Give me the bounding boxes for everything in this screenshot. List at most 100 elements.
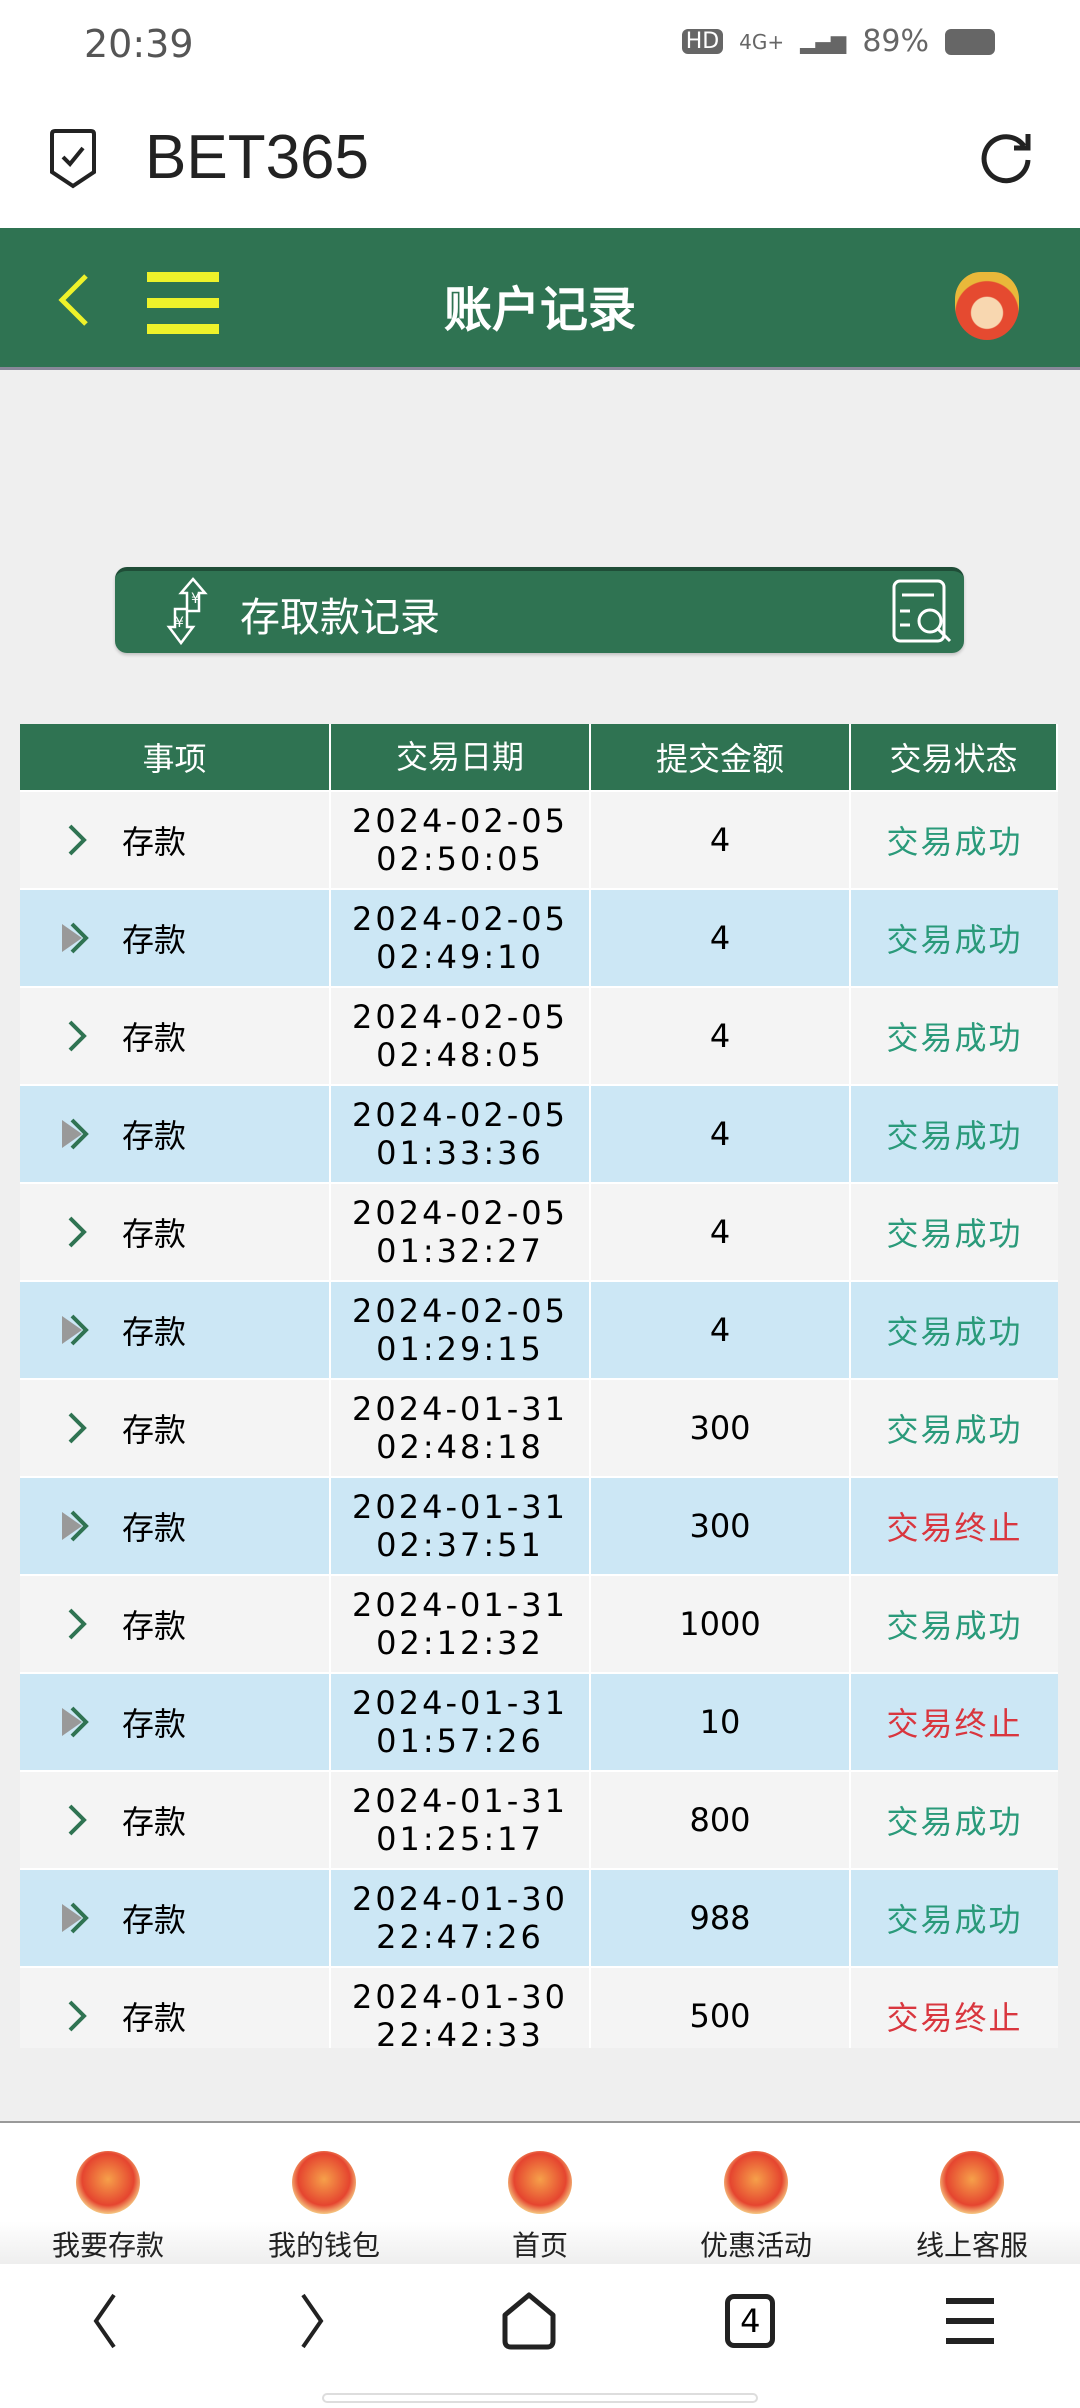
expand-chevron-icon[interactable]: [60, 820, 90, 860]
table-row[interactable]: 存款 2024-02-05 01:32:27 4 交易成功: [20, 1182, 1058, 1280]
gesture-bar[interactable]: [322, 2393, 758, 2403]
expand-chevron-icon[interactable]: [60, 1016, 90, 1056]
item-type: 存款: [122, 1901, 187, 1939]
date: 2024-01-31: [352, 1684, 568, 1722]
bottom-nav: 我要存款 我的钱包 首页 优惠活动 线上客服: [0, 2121, 1080, 2264]
date: 2024-01-31: [352, 1586, 568, 1624]
date-cell: 2024-01-31 01:57:26: [331, 1674, 591, 1770]
bottom-nav-label: 线上客服: [915, 2229, 1028, 2262]
date-cell: 2024-02-05 02:50:05: [331, 792, 591, 888]
time: 01:32:27: [376, 1232, 544, 1270]
date-cell: 2024-02-05 02:49:10: [331, 890, 591, 986]
table-row[interactable]: 存款 2024-02-05 01:29:15 4 交易成功: [20, 1280, 1058, 1378]
time: 02:37:51: [376, 1526, 544, 1564]
back-icon[interactable]: [56, 272, 92, 328]
status-badge: 交易终止: [886, 1705, 1023, 1743]
item-type: 存款: [122, 1999, 187, 2037]
amount-cell: 4: [591, 988, 851, 1084]
amount-cell: 300: [591, 1380, 851, 1476]
status-bar: 20:39 HD 4G+ ▂▄▆ 89%: [0, 0, 1080, 90]
table-row[interactable]: 存款 2024-02-05 01:33:36 4 交易成功: [20, 1084, 1058, 1182]
date: 2024-01-31: [352, 1390, 568, 1428]
status-badge: 交易成功: [886, 1607, 1023, 1645]
expand-chevron-icon[interactable]: [60, 918, 90, 958]
table-row[interactable]: 存款 2024-02-05 02:49:10 4 交易成功: [20, 888, 1058, 986]
bottom-nav-item[interactable]: 我的钱包: [216, 2123, 432, 2264]
date-cell: 2024-01-30 22:47:26: [331, 1870, 591, 1966]
time: 01:57:26: [376, 1722, 544, 1760]
item-cell: 存款: [20, 1870, 331, 1966]
dragon-icon: [940, 2151, 1004, 2214]
expand-chevron-icon[interactable]: [60, 1800, 90, 1840]
dragon-icon: [292, 2151, 356, 2214]
date-cell: 2024-01-30 22:42:33: [331, 1968, 591, 2048]
bottom-nav-item[interactable]: 线上客服: [864, 2123, 1080, 2264]
expand-chevron-icon[interactable]: [60, 1996, 90, 2036]
item-type: 存款: [122, 1803, 187, 1841]
date-cell: 2024-01-31 02:12:32: [331, 1576, 591, 1672]
refresh-icon[interactable]: [978, 128, 1034, 184]
deposit-withdraw-records-button[interactable]: ¥ ¥ 存取款记录: [115, 567, 964, 653]
expand-chevron-icon[interactable]: [60, 1310, 90, 1350]
item-cell: 存款: [20, 988, 331, 1084]
expand-chevron-icon[interactable]: [60, 1604, 90, 1644]
item-cell: 存款: [20, 792, 331, 888]
expand-chevron-icon[interactable]: [60, 1506, 90, 1546]
status-badge: 交易成功: [886, 1215, 1023, 1253]
table-row[interactable]: 存款 2024-01-31 02:48:18 300 交易成功: [20, 1378, 1058, 1476]
expand-chevron-icon[interactable]: [60, 1114, 90, 1154]
time: 02:48:05: [376, 1036, 544, 1074]
item-type: 存款: [122, 1411, 187, 1449]
status-badge: 交易成功: [886, 1901, 1023, 1939]
bottom-nav-item[interactable]: 我要存款: [0, 2123, 216, 2264]
browser-menu-icon[interactable]: [944, 2296, 996, 2346]
amount-cell: 800: [591, 1772, 851, 1868]
time: 02:50:05: [376, 840, 544, 878]
item-cell: 存款: [20, 1282, 331, 1378]
table-row[interactable]: 存款 2024-01-31 01:57:26 10 交易终止: [20, 1672, 1058, 1770]
table-row[interactable]: 存款 2024-01-30 22:42:33 500 交易终止: [20, 1966, 1058, 2048]
table-row[interactable]: 存款 2024-02-05 02:48:05 4 交易成功: [20, 986, 1058, 1084]
expand-chevron-icon[interactable]: [60, 1702, 90, 1742]
bottom-nav-label: 我的钱包: [267, 2229, 380, 2262]
amount-cell: 4: [591, 1282, 851, 1378]
browser-forward-icon[interactable]: [293, 2291, 333, 2351]
date: 2024-02-05: [352, 998, 568, 1036]
table-header: 事项 交易日期 提交金额 交易状态: [20, 724, 1058, 790]
bottom-nav-item[interactable]: 首页: [432, 2123, 648, 2264]
tabs-button[interactable]: 4: [725, 2294, 776, 2348]
records-table: 事项 交易日期 提交金额 交易状态 存款 2024-02-05 02:50:05 …: [20, 724, 1058, 2048]
table-row[interactable]: 存款 2024-01-31 02:37:51 300 交易终止: [20, 1476, 1058, 1574]
amount-cell: 1000: [591, 1576, 851, 1672]
table-row[interactable]: 存款 2024-02-05 02:50:05 4 交易成功: [20, 790, 1058, 888]
item-type: 存款: [122, 1117, 187, 1155]
item-cell: 存款: [20, 890, 331, 986]
date: 2024-01-30: [352, 1978, 568, 2016]
amount-cell: 10: [591, 1674, 851, 1770]
table-row[interactable]: 存款 2024-01-31 01:25:17 800 交易成功: [20, 1770, 1058, 1868]
table-row[interactable]: 存款 2024-01-31 02:12:32 1000 交易成功: [20, 1574, 1058, 1672]
expand-chevron-icon[interactable]: [60, 1898, 90, 1938]
avatar[interactable]: [955, 272, 1019, 340]
battery-percent: 89%: [862, 24, 929, 59]
home-icon[interactable]: [501, 2291, 557, 2351]
clock: 20:39: [84, 22, 194, 66]
signal-icon: 4G+: [739, 29, 785, 54]
status-badge: 交易成功: [886, 1803, 1023, 1841]
document-search-icon: [892, 579, 952, 643]
time: 22:42:33: [376, 2016, 544, 2048]
browser-back-icon[interactable]: [84, 2291, 124, 2351]
amount-cell: 988: [591, 1870, 851, 1966]
date-cell: 2024-02-05 02:48:05: [331, 988, 591, 1084]
expand-chevron-icon[interactable]: [60, 1212, 90, 1252]
browser-bar: BET365: [0, 90, 1080, 228]
status-badge: 交易终止: [886, 1509, 1023, 1547]
time: 01:29:15: [376, 1330, 544, 1368]
col-date: 交易日期: [331, 724, 591, 790]
expand-chevron-icon[interactable]: [60, 1408, 90, 1448]
shield-check-icon[interactable]: [48, 128, 98, 190]
time: 22:47:26: [376, 1918, 544, 1956]
bottom-nav-item[interactable]: 优惠活动: [648, 2123, 864, 2264]
table-row[interactable]: 存款 2024-01-30 22:47:26 988 交易成功: [20, 1868, 1058, 1966]
date: 2024-01-31: [352, 1782, 568, 1820]
